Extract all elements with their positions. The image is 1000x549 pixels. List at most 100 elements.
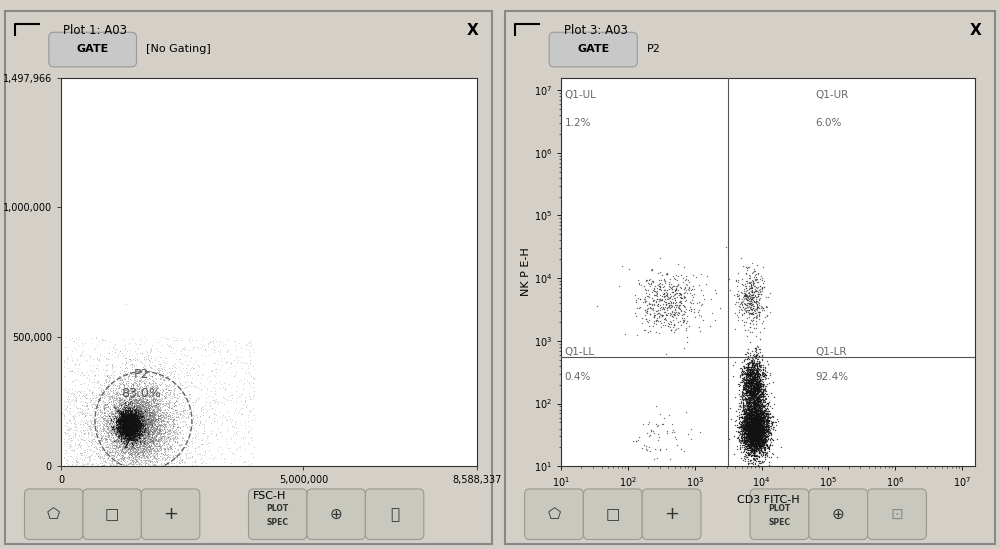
Point [137,405,153,413]
Point [99,416,115,424]
Point [742,389,758,398]
Point [126,427,142,435]
Point [100,378,116,387]
Point [748,399,764,407]
Point [132,408,148,417]
Point [752,375,768,384]
Point [736,369,752,378]
Point [124,423,140,432]
Point [122,428,138,437]
Point [741,397,757,406]
Point [91,400,107,409]
Point [142,425,158,434]
Point [155,454,171,463]
Point [149,396,165,405]
Point [147,435,163,444]
Point [167,393,183,401]
Point [741,358,757,367]
Point [746,384,762,393]
Point [747,439,763,448]
Point [122,427,138,435]
Point [119,384,135,393]
Point [58,455,74,463]
Point [174,457,190,466]
Point [753,418,769,427]
Point [671,301,687,310]
Point [743,369,759,378]
Point [109,458,125,467]
Point [123,430,139,439]
Point [752,414,768,423]
Point [138,449,154,458]
Point [117,433,133,441]
Point [129,432,145,440]
Point [180,413,196,422]
Point [664,282,680,291]
Point [120,422,136,430]
Point [151,415,167,424]
Point [126,433,142,441]
Point [111,419,127,428]
Point [107,380,123,389]
Point [129,416,145,424]
Point [754,388,770,396]
Point [117,386,133,395]
Point [139,408,155,417]
Point [760,374,776,383]
Point [150,446,166,455]
Point [137,429,153,438]
Point [751,410,767,419]
Point [129,382,145,391]
Point [124,407,140,416]
Point [742,439,758,448]
Point [743,436,759,445]
Point [141,408,157,417]
Point [120,419,136,428]
Point [753,408,769,417]
Point [83,396,99,405]
Point [740,363,756,372]
Point [237,457,253,466]
Point [171,400,187,408]
Point [195,401,211,410]
Point [144,405,160,413]
Point [754,423,770,432]
Point [742,374,758,383]
Point [751,411,767,420]
Point [756,398,772,407]
Point [162,433,178,442]
Point [744,408,760,417]
Point [72,427,88,435]
Point [744,423,760,432]
Point [126,434,142,443]
Point [746,423,762,432]
Point [747,398,763,407]
Point [749,394,765,402]
Point [745,410,761,418]
Point [108,457,124,466]
Point [755,425,771,434]
Point [116,411,132,420]
Point [158,381,174,390]
Point [742,443,758,452]
Point [132,442,148,451]
Point [128,423,144,432]
Point [127,428,143,437]
Point [657,320,673,329]
Point [121,419,137,428]
Point [177,448,193,457]
Point [117,418,133,427]
Point [155,412,171,421]
Point [128,433,144,442]
Point [171,451,187,460]
Point [754,436,770,445]
Point [747,370,763,379]
Point [135,376,151,385]
Point [118,418,134,427]
Point [121,424,137,433]
Point [736,436,752,445]
Point [125,428,141,437]
Point [116,413,132,422]
Point [120,429,136,438]
Point [127,478,143,487]
